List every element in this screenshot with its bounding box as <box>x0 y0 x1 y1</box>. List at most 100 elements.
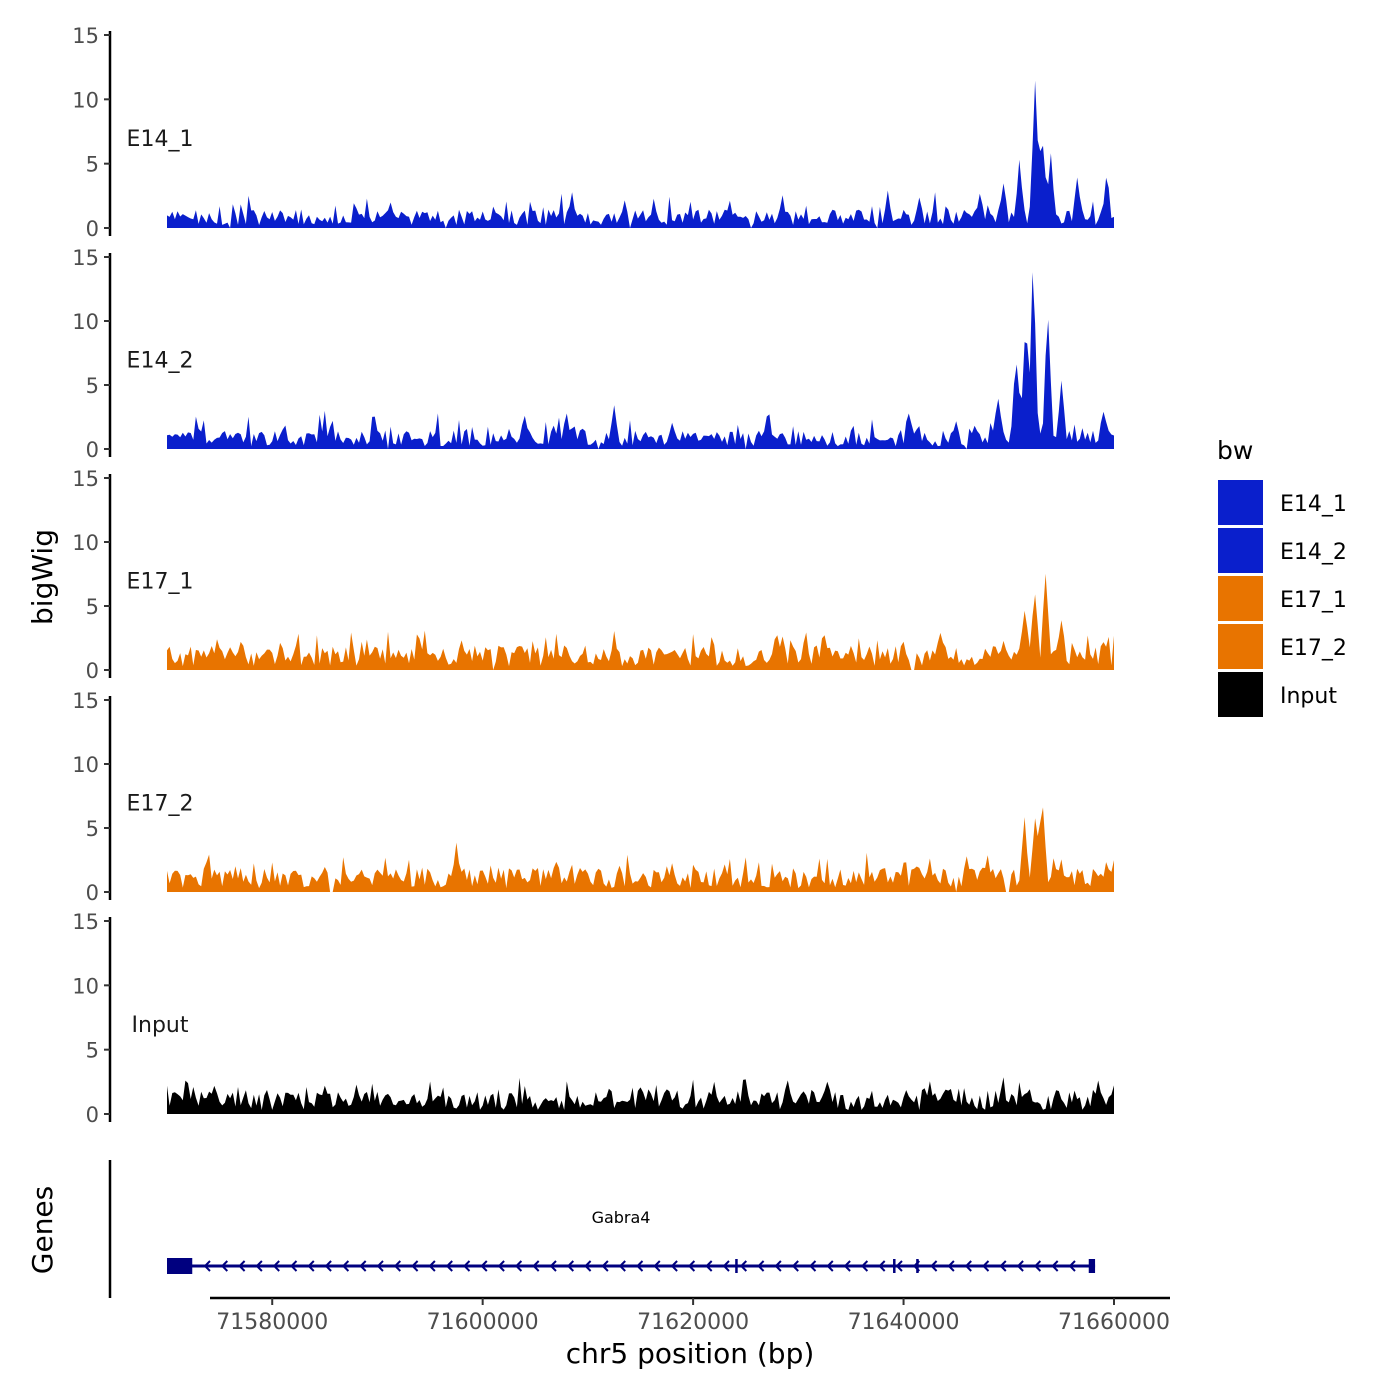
strand-arrow <box>618 1260 626 1272</box>
gene-exon <box>167 1258 193 1274</box>
gene-exon <box>916 1259 919 1273</box>
track-label: Input <box>132 1013 189 1038</box>
strand-arrow <box>238 1260 246 1272</box>
strand-arrow <box>601 1260 609 1272</box>
strand-arrow <box>272 1260 280 1272</box>
strand-arrow <box>411 1260 419 1272</box>
y-tick-label: 0 <box>86 659 99 683</box>
legend-swatch-E14_2 <box>1218 528 1263 573</box>
strand-arrow <box>514 1260 523 1272</box>
genes-axis-title: Genes <box>26 1186 59 1274</box>
strand-arrow <box>1068 1260 1076 1272</box>
strand-arrow <box>255 1260 263 1272</box>
y-tick-label: 0 <box>86 1103 99 1127</box>
y-tick-label: 0 <box>86 881 99 905</box>
strand-arrow <box>757 1260 765 1272</box>
strand-arrow <box>705 1260 713 1272</box>
track-label: E17_2 <box>127 791 194 816</box>
y-tick-label: 10 <box>72 753 99 777</box>
signal-area-E14_1 <box>167 80 1114 228</box>
y-tick-label: 5 <box>86 595 99 619</box>
y-tick-label: 15 <box>72 689 99 713</box>
y-tick-label: 15 <box>72 910 99 934</box>
strand-arrow <box>341 1260 350 1272</box>
track-E14_2: 0 5 10 15 E14_2 <box>72 246 1114 462</box>
x-tick-label: 71580000 <box>216 1310 328 1335</box>
strand-arrow <box>445 1260 453 1272</box>
strand-arrow <box>1033 1260 1042 1272</box>
strand-arrow <box>930 1260 938 1272</box>
y-tick-label: 0 <box>86 217 99 241</box>
legend-label: Input <box>1280 684 1337 709</box>
signal-area-E17_2 <box>167 807 1114 892</box>
signal-area-Input <box>167 1077 1114 1114</box>
signal-area-E17_1 <box>167 573 1114 670</box>
strand-arrow <box>1051 1260 1059 1272</box>
strand-arrow <box>636 1260 644 1272</box>
x-tick-label: 71620000 <box>637 1310 749 1335</box>
y-tick-label: 10 <box>72 531 99 555</box>
x-tick-label: 71600000 <box>427 1310 539 1335</box>
track-label: E14_2 <box>127 348 194 373</box>
track-label: E14_1 <box>127 127 194 152</box>
strand-arrow <box>549 1260 557 1272</box>
legend-title: bw <box>1217 436 1253 465</box>
y-tick-label: 5 <box>86 1039 99 1063</box>
strand-arrow <box>687 1260 696 1272</box>
strand-arrow <box>947 1260 955 1272</box>
strand-arrow <box>791 1260 799 1272</box>
y-tick-label: 10 <box>72 88 99 112</box>
legend-swatch-Input <box>1218 672 1263 717</box>
strand-arrow <box>1016 1260 1024 1272</box>
strand-arrow <box>376 1260 384 1272</box>
strand-arrow <box>359 1260 367 1272</box>
strand-arrow <box>999 1260 1007 1272</box>
strand-arrow <box>860 1260 869 1272</box>
y-tick-label: 5 <box>86 153 99 177</box>
strand-arrow <box>878 1260 886 1272</box>
strand-arrow <box>982 1260 990 1272</box>
track-E17_1: 0 5 10 15 E17_1 <box>72 467 1114 683</box>
legend-label: E17_1 <box>1280 588 1347 613</box>
x-axis-title: chr5 position (bp) <box>566 1337 815 1370</box>
strand-arrow <box>290 1260 298 1272</box>
strand-arrow <box>203 1260 211 1272</box>
gene-exon <box>1088 1259 1096 1273</box>
track-E14_1: 0 5 10 15 E14_1 <box>72 24 1114 241</box>
y-tick-label: 10 <box>72 974 99 998</box>
legend-label: E14_1 <box>1280 492 1347 517</box>
legend: bw E14_1 E14_2 E17_1 E17_2 Input <box>1217 436 1347 717</box>
x-tick-label: 71640000 <box>848 1310 960 1335</box>
strand-arrow <box>670 1260 678 1272</box>
strand-arrow <box>480 1260 488 1272</box>
y-tick-label: 10 <box>72 310 99 334</box>
strand-arrow <box>393 1260 402 1272</box>
y-tick-label: 15 <box>72 246 99 270</box>
gene-exon <box>893 1259 896 1273</box>
strand-arrow <box>722 1260 730 1272</box>
strand-arrow <box>774 1260 782 1272</box>
strand-arrow <box>584 1260 592 1272</box>
legend-swatch-E17_1 <box>1218 576 1263 621</box>
strand-arrow <box>809 1260 817 1272</box>
legend-swatch-E14_1 <box>1218 480 1263 525</box>
strand-arrow <box>220 1260 229 1272</box>
legend-label: E17_2 <box>1280 636 1347 661</box>
strand-arrow <box>497 1260 505 1272</box>
strand-arrow <box>428 1260 436 1272</box>
strand-arrow <box>566 1260 575 1272</box>
x-tick-label: 71660000 <box>1058 1310 1170 1335</box>
y-tick-label: 0 <box>86 438 99 462</box>
track-Input: 0 5 10 15 Input <box>72 910 1114 1127</box>
strand-arrow <box>532 1260 540 1272</box>
signal-area-E14_2 <box>167 272 1114 449</box>
y-tick-label: 5 <box>86 374 99 398</box>
strand-arrow <box>653 1260 661 1272</box>
legend-label: E14_2 <box>1280 540 1347 565</box>
y-tick-label: 5 <box>86 817 99 841</box>
gene-exon <box>735 1259 738 1273</box>
strand-arrow <box>964 1260 972 1272</box>
strand-arrow <box>843 1260 851 1272</box>
gene-label: Gabra4 <box>592 1208 651 1227</box>
track-E17_2: 0 5 10 15 E17_2 <box>72 689 1114 905</box>
